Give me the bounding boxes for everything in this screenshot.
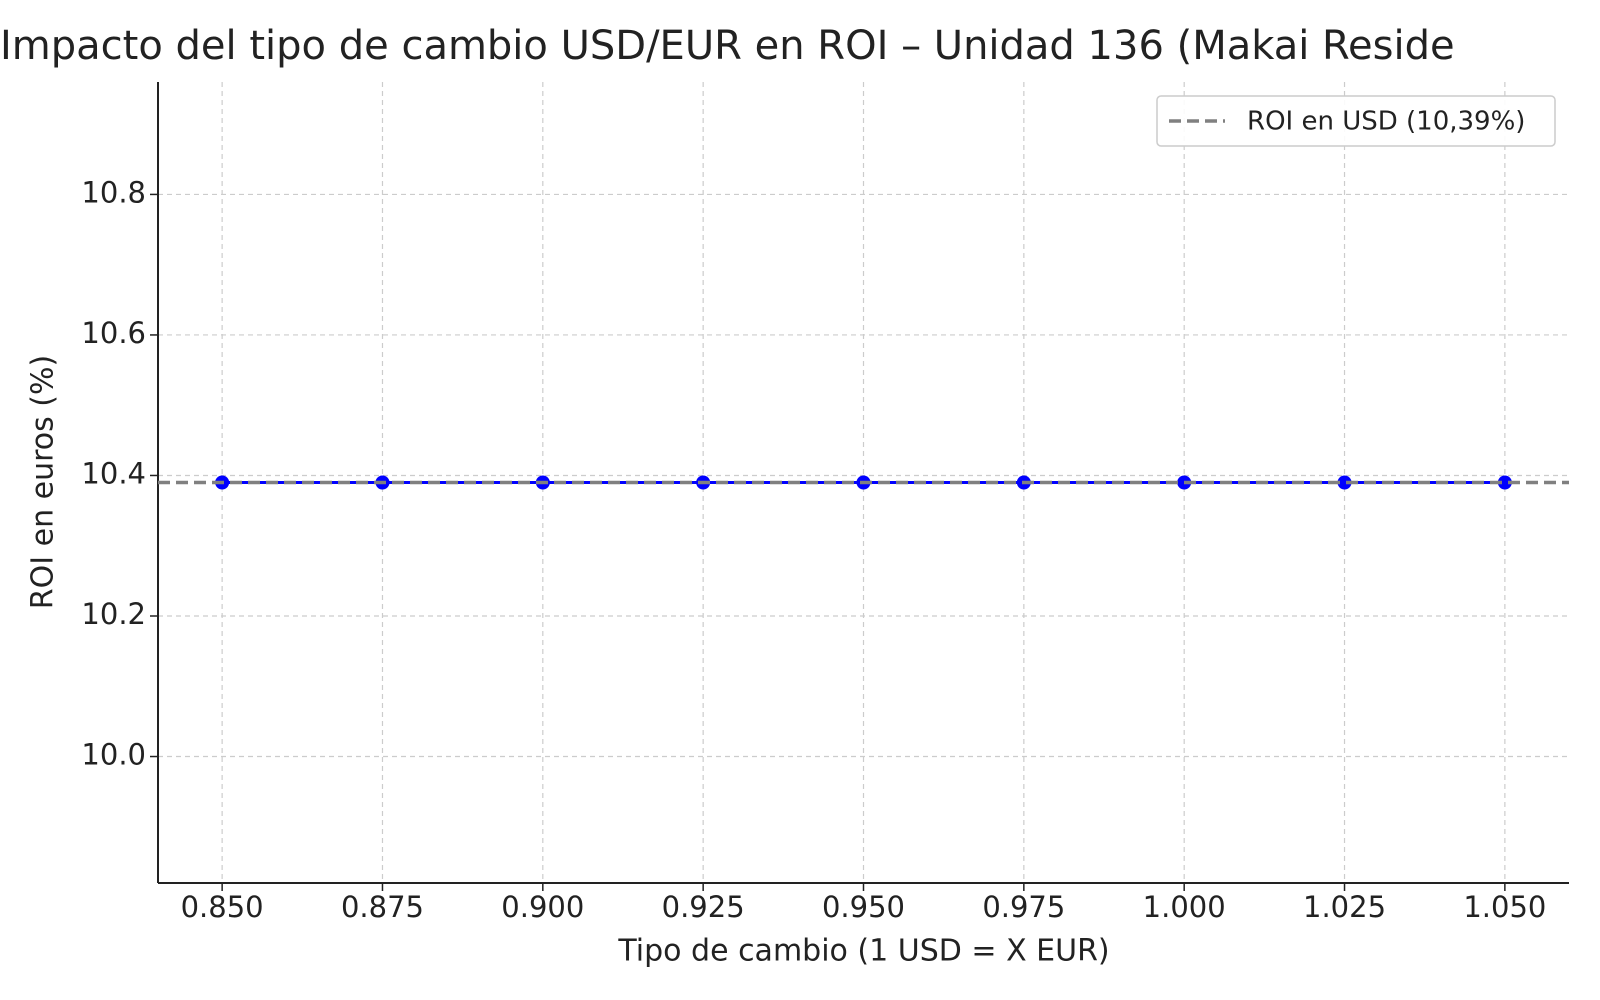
y-tick-label: 10.4 [81, 456, 146, 490]
x-tick-label: 0.975 [982, 890, 1065, 924]
y-tick-label: 10.0 [81, 738, 146, 772]
y-tick-label: 10.6 [81, 316, 146, 350]
data-point [1337, 475, 1352, 490]
y-tick-label: 10.8 [81, 175, 146, 209]
x-axis-label: Tipo de cambio (1 USD = X EUR) [617, 934, 1109, 969]
y-tick-label: 10.2 [81, 597, 146, 631]
legend-label: ROI en USD (10,39%) [1247, 107, 1525, 137]
y-axis-label: ROI en euros (%) [26, 355, 61, 609]
chart-title: Impacto del tipo de cambio USD/EUR en RO… [0, 23, 1455, 69]
x-tick-label: 1.000 [1143, 890, 1226, 924]
x-tick-label: 0.950 [822, 890, 905, 924]
legend-box [1156, 95, 1556, 147]
x-tick-label: 0.875 [341, 890, 424, 924]
x-tick-label: 1.050 [1463, 890, 1546, 924]
x-tick-label: 0.925 [662, 890, 745, 924]
data-point [1497, 475, 1512, 490]
x-tick-label: 0.900 [501, 890, 584, 924]
x-tick-label: 1.025 [1303, 890, 1386, 924]
x-tick-label: 0.850 [181, 890, 264, 924]
